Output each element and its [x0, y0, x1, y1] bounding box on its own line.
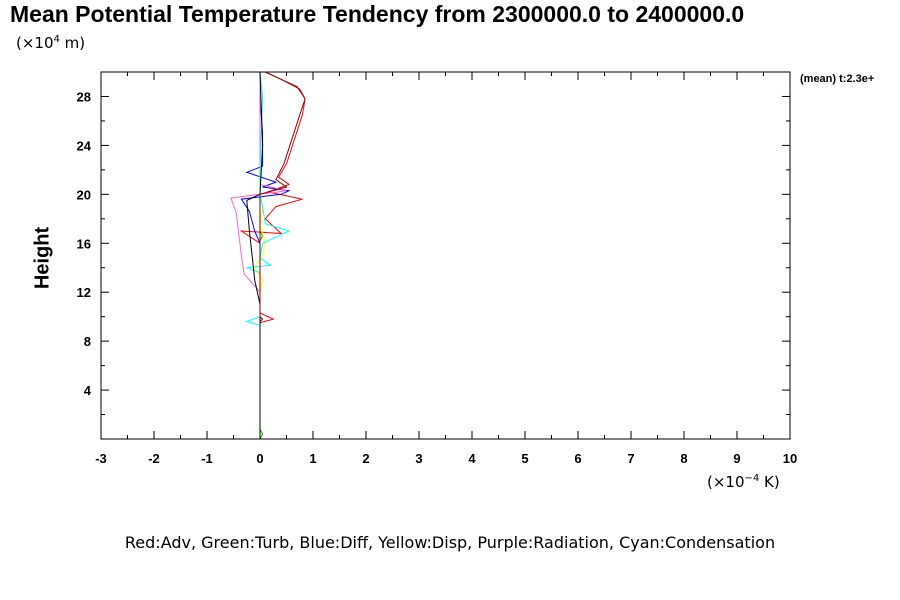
x-tick-label: 10 [783, 451, 797, 466]
chart-title: Mean Potential Temperature Tendency from… [10, 1, 745, 27]
series-line-8 [259, 71, 306, 322]
x-axis-unit: (×10−4 K) [707, 473, 780, 491]
y-tick-label: 24 [77, 138, 92, 153]
x-tick-label: 7 [627, 451, 634, 466]
mean-time-label: (mean) t:2.3e+ [800, 73, 875, 85]
x-tick-label: 2 [362, 451, 369, 466]
series-line-condensation [245, 71, 291, 439]
y-tick-label: 8 [84, 334, 91, 349]
legend: Red:Adv, Green:Turb, Blue:Diff, Yellow:D… [124, 533, 776, 552]
x-tick-label: 0 [256, 451, 263, 466]
series-line-radiation [230, 72, 287, 439]
x-tick-label: 1 [309, 451, 316, 466]
y-tick-label: 20 [77, 187, 91, 202]
y-tick-label: 12 [77, 285, 91, 300]
y-tick-label: 28 [77, 89, 91, 104]
plot-frame [100, 71, 791, 440]
y-tick-label: 16 [77, 236, 91, 251]
series-line-diff [240, 72, 291, 439]
y-axis-unit: (×104 m) [16, 34, 86, 52]
x-tick-label: 3 [415, 451, 422, 466]
x-tick-label: 5 [521, 451, 528, 466]
y-tick-label: 4 [84, 383, 92, 398]
x-tick-label: -3 [95, 451, 107, 466]
x-tick-label: -2 [148, 451, 160, 466]
x-tick-label: 9 [733, 451, 740, 466]
x-tick-label: 6 [574, 451, 581, 466]
x-tick-label: 4 [468, 451, 476, 466]
x-tick-label: -1 [201, 451, 213, 466]
x-tick-label: 8 [680, 451, 687, 466]
